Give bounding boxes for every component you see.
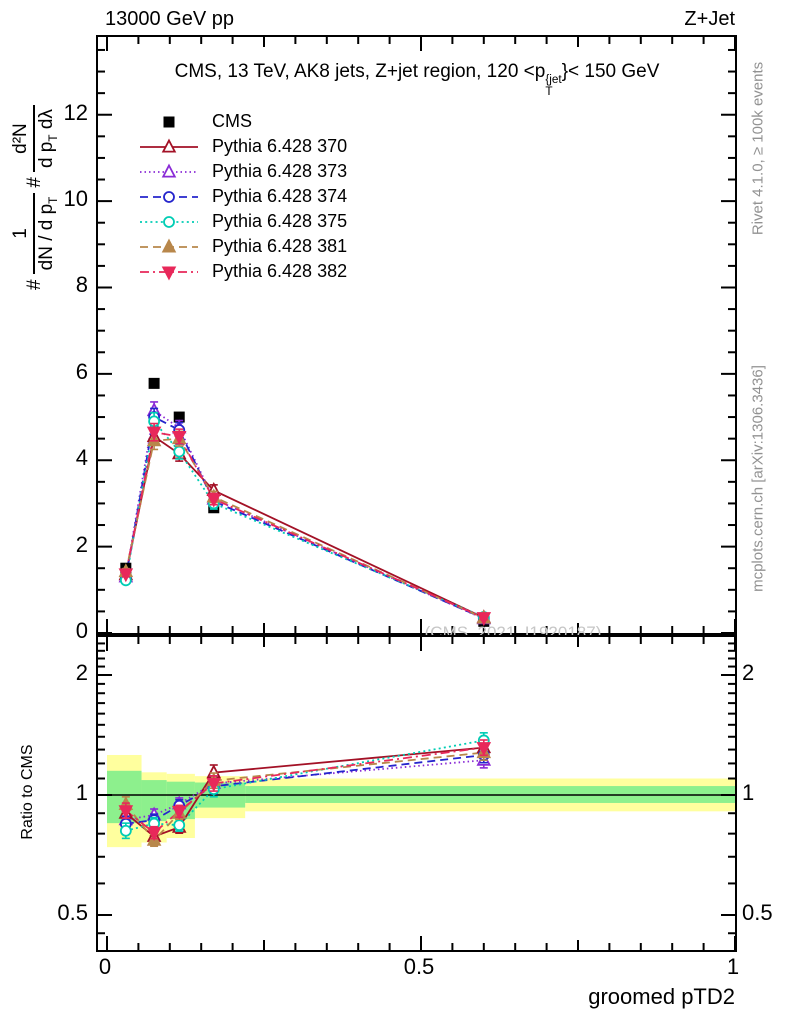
legend-item: Pythia 6.428 375 [140, 209, 347, 234]
legend-marker-circle [140, 213, 198, 231]
tick-label: 2 [75, 660, 88, 685]
legend-label: Pythia 6.428 381 [212, 236, 348, 256]
legend-label: Pythia 6.428 374 [212, 186, 348, 206]
legend-item: Pythia 6.428 370 [140, 134, 347, 159]
legend-label: Pythia 6.428 373 [212, 161, 348, 181]
tick-label: 0.5 [742, 900, 773, 925]
ratio-plot-svg [98, 637, 736, 950]
tick-label: 12 [63, 99, 88, 125]
tick-label: 0.5 [403, 954, 435, 979]
tick-label: 6 [75, 358, 88, 384]
tick-label: 2 [75, 531, 88, 557]
plot-title: CMS, 13 TeV, AK8 jets, Z+jet region, 120… [174, 61, 660, 99]
legend-marker-square [140, 113, 198, 131]
main-plot-svg [98, 37, 736, 634]
process-title: Z+Jet [684, 8, 735, 30]
legend-item: Pythia 6.428 382 [140, 259, 347, 284]
rivet-version-note: Rivet 4.1.0, ≥ 100k events [749, 61, 767, 236]
tick-label: 1 [742, 780, 755, 805]
legend-label: Pythia 6.428 382 [212, 261, 348, 281]
legend-marker-triangle [140, 238, 198, 256]
legend-marker-triangle [140, 138, 198, 156]
x-axis-title: groomed pTD2 [588, 984, 735, 1009]
legend-label: Pythia 6.428 375 [212, 211, 348, 231]
tick-label: 0 [98, 954, 112, 979]
mcplots-reference-note: mcplots.cern.ch [arXiv:1306.3436] [749, 365, 767, 592]
ratio-panel [96, 635, 737, 952]
tick-label: 1 [75, 780, 88, 805]
tick-label: 0.5 [57, 900, 88, 925]
tick-label: 10 [63, 186, 88, 212]
legend-label: CMS [212, 111, 252, 131]
main-plot-panel: CMS, 13 TeV, AK8 jets, Z+jet region, 120… [96, 35, 737, 642]
legend-marker-triangle [140, 163, 198, 181]
legend-marker-circle [140, 188, 198, 206]
legend-item: Pythia 6.428 373 [140, 159, 347, 184]
ylabel-hash-2: # [24, 177, 45, 188]
beam-energy-title: 13000 GeV pp [105, 8, 234, 30]
tick-label: 4 [75, 445, 88, 471]
tick-label: 8 [75, 272, 88, 298]
tick-label: 0 [75, 618, 88, 643]
legend: CMS Pythia 6.428 370 Pythia 6.428 373 Pythi… [140, 109, 347, 284]
legend-item: Pythia 6.428 381 [140, 234, 347, 259]
legend-label: Pythia 6.428 370 [212, 136, 348, 156]
legend-marker-triangle-down [140, 263, 198, 281]
tick-label: 1 [726, 954, 740, 979]
legend-item: CMS [140, 109, 347, 134]
legend-item: Pythia 6.428 374 [140, 184, 347, 209]
tick-label: 2 [742, 660, 755, 685]
